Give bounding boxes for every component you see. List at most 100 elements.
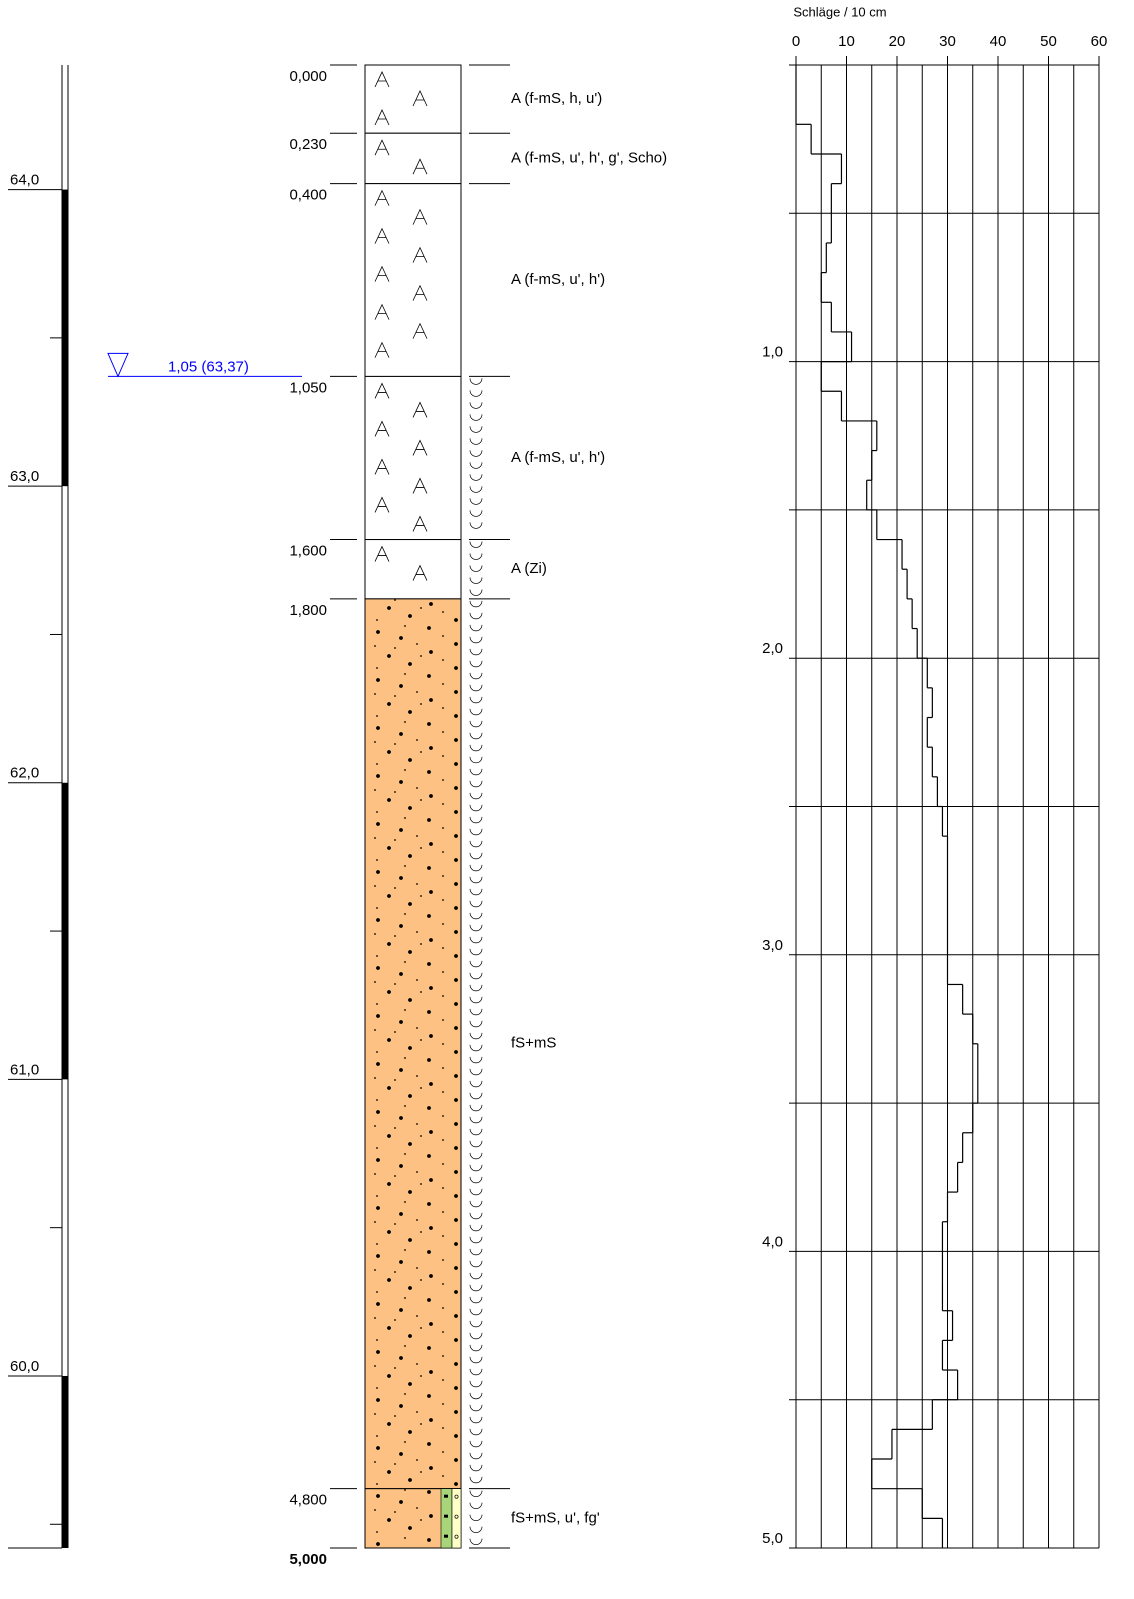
layer-description: fS+mS, u', fg' [511, 1509, 600, 1526]
moisture-symbol [469, 1272, 483, 1280]
moisture-symbol [469, 1452, 483, 1460]
layer-description: A (f-mS, h, u') [511, 90, 602, 107]
moisture-symbol [469, 541, 483, 548]
x-tick-label: 20 [889, 33, 906, 50]
moisture-symbol [469, 624, 483, 632]
fill-symbol [412, 439, 428, 456]
depth-label: 1,050 [289, 379, 327, 396]
fill-symbol [374, 189, 390, 206]
moisture-symbol [469, 1176, 483, 1184]
moisture-symbol [469, 636, 483, 644]
layer-description: A (f-mS, u', h') [511, 449, 605, 466]
fill-symbol [412, 158, 428, 175]
chart-title: Schläge / 10 cm [793, 4, 886, 19]
moisture-symbol [469, 1332, 483, 1340]
gravel-mark [444, 1514, 448, 1518]
moisture-symbol [469, 936, 483, 944]
groundwater-symbol [107, 352, 129, 378]
moisture-symbol [469, 1068, 483, 1076]
depth-label: 0,230 [289, 136, 327, 153]
y-tick-label: 3,0 [762, 937, 783, 954]
layer-description: fS+mS [511, 1035, 556, 1052]
moisture-symbol [469, 876, 483, 884]
moisture-symbol [469, 1164, 483, 1172]
fill-symbol [374, 420, 390, 437]
gravel-dot [454, 1534, 459, 1539]
moisture-symbol [469, 948, 483, 956]
moisture-symbol [469, 1152, 483, 1160]
moisture-symbol [469, 864, 483, 872]
moisture-symbol [469, 577, 483, 584]
moisture-symbol [469, 672, 483, 680]
moisture-symbol [469, 1212, 483, 1220]
moisture-symbol [469, 1308, 483, 1316]
moisture-symbol [469, 840, 483, 848]
moisture-symbol [469, 708, 483, 716]
moisture-symbol [469, 522, 483, 529]
moisture-symbol [469, 1344, 483, 1352]
moisture-symbol [469, 565, 483, 572]
moisture-symbol [469, 1464, 483, 1472]
moisture-symbol [469, 1188, 483, 1196]
moisture-symbol [469, 1200, 483, 1208]
fill-symbol [374, 458, 390, 475]
soil-layer [364, 132, 462, 185]
moisture-symbol [469, 828, 483, 836]
x-tick-label: 60 [1091, 33, 1108, 50]
moisture-symbol [469, 438, 483, 445]
moisture-symbol [469, 1044, 483, 1052]
moisture-symbol [469, 414, 483, 421]
depth-label: 1,800 [289, 602, 327, 619]
fill-symbol [374, 71, 390, 88]
depth-label: 4,800 [289, 1492, 327, 1509]
depth-label: 0,400 [289, 187, 327, 204]
gravel-mark [444, 1534, 448, 1538]
fill-symbol [374, 265, 390, 282]
fill-symbol [412, 90, 428, 107]
moisture-symbol [469, 1104, 483, 1112]
x-tick-label: 30 [939, 33, 956, 50]
moisture-symbol [469, 1368, 483, 1376]
moisture-symbol [469, 1080, 483, 1088]
fill-symbol [412, 208, 428, 225]
moisture-symbol [469, 684, 483, 692]
y-tick-label: 5,0 [762, 1530, 783, 1547]
moisture-symbol [469, 426, 483, 433]
layer-description: A (Zi) [511, 560, 547, 577]
moisture-symbol [469, 1128, 483, 1136]
moisture-symbol [469, 780, 483, 788]
moisture-symbol [469, 1538, 483, 1546]
moisture-symbol [469, 720, 483, 728]
moisture-symbol [469, 402, 483, 409]
elevation-label: 60,0 [10, 1358, 39, 1375]
moisture-symbol [469, 768, 483, 776]
fill-symbol [374, 139, 390, 156]
x-tick-label: 40 [990, 33, 1007, 50]
moisture-symbol [469, 1380, 483, 1388]
moisture-symbol [469, 1502, 483, 1510]
moisture-symbol [469, 804, 483, 812]
moisture-symbol [469, 1008, 483, 1016]
moisture-symbol [469, 912, 483, 920]
fill-symbol [374, 227, 390, 244]
fill-symbol [374, 545, 390, 562]
moisture-symbol [469, 756, 483, 764]
moisture-symbol [469, 474, 483, 481]
moisture-symbol [469, 732, 483, 740]
moisture-symbol [469, 1514, 483, 1522]
elevation-label: 62,0 [10, 765, 39, 782]
depth-label: 5,000 [289, 1551, 327, 1568]
moisture-symbol [469, 510, 483, 517]
fill-symbol [412, 564, 428, 581]
x-tick-label: 0 [792, 33, 800, 50]
fill-symbol [374, 382, 390, 399]
depth-label: 1,600 [289, 543, 327, 560]
fill-symbol [412, 284, 428, 301]
moisture-symbol [469, 816, 483, 824]
moisture-symbol [469, 1404, 483, 1412]
layer-description: A (f-mS, u', h') [511, 271, 605, 288]
scale-segment [62, 1375, 68, 1548]
y-tick-label: 2,0 [762, 640, 783, 657]
moisture-symbol [469, 1056, 483, 1064]
fill-symbol [412, 246, 428, 263]
